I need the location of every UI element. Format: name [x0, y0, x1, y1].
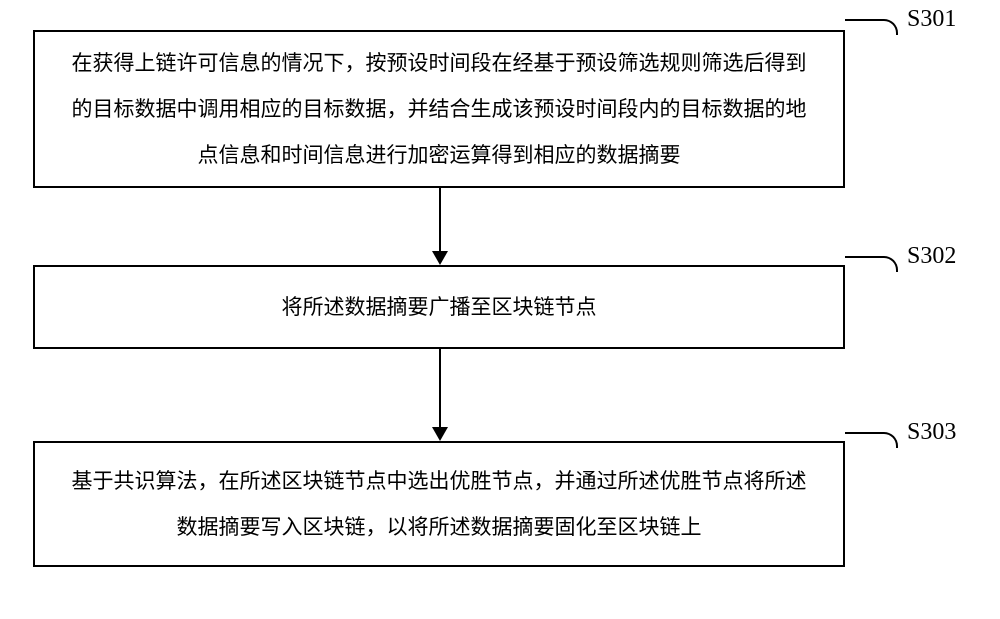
- step-text: 基于共识算法，在所述区块链节点中选出优胜节点，并通过所述优胜节点将所述数据摘要写…: [63, 458, 815, 550]
- arrow-line-2: [439, 349, 441, 427]
- step-label-s301: S301: [907, 6, 956, 33]
- step-box-s303: 基于共识算法，在所述区块链节点中选出优胜节点，并通过所述优胜节点将所述数据摘要写…: [33, 441, 845, 567]
- flowchart-canvas: 在获得上链许可信息的情况下，按预设时间段在经基于预设筛选规则筛选后得到的目标数据…: [0, 0, 1000, 619]
- step-text: 将所述数据摘要广播至区块链节点: [282, 284, 597, 330]
- bracket-s303: [845, 432, 898, 448]
- step-label-s302: S302: [907, 243, 956, 270]
- arrow-head-icon: [432, 251, 448, 265]
- arrow-line-1: [439, 188, 441, 251]
- arrow-head-icon: [432, 427, 448, 441]
- step-box-s301: 在获得上链许可信息的情况下，按预设时间段在经基于预设筛选规则筛选后得到的目标数据…: [33, 30, 845, 188]
- step-text: 在获得上链许可信息的情况下，按预设时间段在经基于预设筛选规则筛选后得到的目标数据…: [63, 40, 815, 179]
- bracket-s301: [845, 19, 898, 35]
- bracket-s302: [845, 256, 898, 272]
- step-box-s302: 将所述数据摘要广播至区块链节点: [33, 265, 845, 349]
- step-label-s303: S303: [907, 419, 956, 446]
